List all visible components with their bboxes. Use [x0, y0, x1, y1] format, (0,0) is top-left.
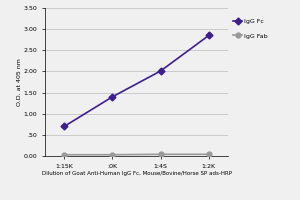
Legend: IgG Fc, IgG Fab: IgG Fc, IgG Fab [233, 19, 268, 39]
IgG Fc [207, 34, 211, 37]
Line: IgG Fc: IgG Fc [62, 33, 211, 129]
IgG Fab [62, 154, 66, 156]
IgG Fab [159, 153, 162, 156]
X-axis label: Dilution of Goat Anti-Human IgG Fc, Mouse/Bovine/Horse SP ads-HRP: Dilution of Goat Anti-Human IgG Fc, Mous… [41, 171, 232, 176]
Line: IgG Fab: IgG Fab [62, 152, 211, 157]
Y-axis label: O.D. at 405 nm: O.D. at 405 nm [17, 58, 22, 106]
IgG Fc [159, 70, 162, 72]
IgG Fab [111, 154, 114, 156]
IgG Fc [62, 125, 66, 128]
IgG Fab [207, 153, 211, 156]
IgG Fc [111, 96, 114, 98]
